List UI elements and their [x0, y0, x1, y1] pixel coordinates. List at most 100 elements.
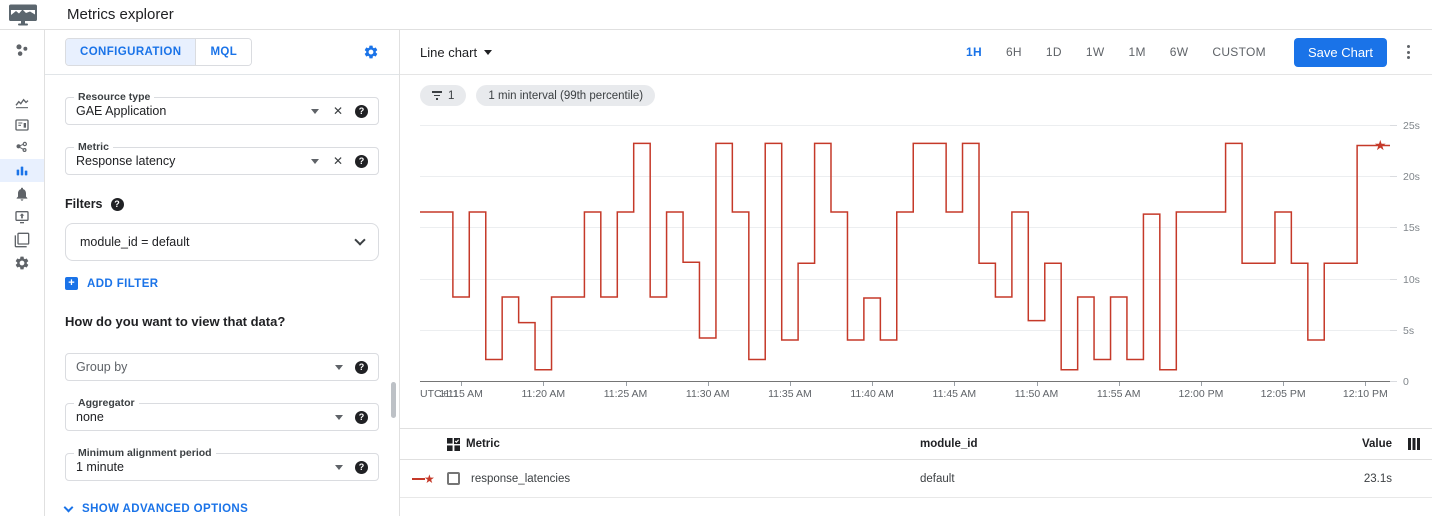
dropdown-caret-icon[interactable]: [310, 158, 319, 164]
group-by-select[interactable]: Group by ?: [65, 353, 379, 381]
range-button-1w[interactable]: 1W: [1085, 45, 1105, 59]
show-advanced-options-button[interactable]: SHOW ADVANCED OPTIONS: [63, 502, 379, 515]
series-checkbox[interactable]: [447, 472, 460, 485]
legend-table-row[interactable]: ★ response_latencies default 23.1s: [400, 460, 1432, 498]
gridline-0: [420, 381, 1390, 382]
nav-settings[interactable]: [0, 251, 44, 274]
min-alignment-period-label: Minimum alignment period: [74, 447, 216, 459]
aggregator-value: none: [76, 410, 104, 424]
series-metric-name: response_latencies: [471, 472, 571, 485]
nav-uptime-checks[interactable]: [0, 205, 44, 228]
legend-table-header: Metric module_id Value: [400, 428, 1432, 460]
x-axis-tick-label: 11:35 AM: [768, 388, 812, 400]
filter-count-chip[interactable]: 1: [420, 85, 467, 106]
columns-settings-icon[interactable]: [1408, 438, 1420, 450]
range-button-6h[interactable]: 6H: [1005, 45, 1022, 59]
metric-label: Metric: [74, 141, 113, 153]
y-axis-labels: 25s 20s 15s 10s 5s 0: [1390, 116, 1432, 388]
metric-select[interactable]: Metric Response latency ✕ ?: [65, 141, 379, 175]
interval-chip-label: 1 min interval (99th percentile): [488, 89, 644, 102]
min-alignment-period-select[interactable]: Minimum alignment period 1 minute ?: [65, 447, 379, 481]
gridline-5s: [420, 329, 1390, 331]
y-axis-tick-label: 15s: [1403, 222, 1420, 235]
gear-icon: [364, 45, 378, 59]
x-axis-tick-label: 11:40 AM: [850, 388, 894, 400]
aggregator-select[interactable]: Aggregator none ?: [65, 397, 379, 431]
configuration-header: CONFIGURATION MQL: [45, 30, 399, 75]
series-value: 23.1s: [1363, 472, 1392, 485]
tab-mql[interactable]: MQL: [195, 39, 252, 65]
dropdown-caret-icon[interactable]: [310, 108, 319, 114]
dropdown-caret-icon[interactable]: [335, 464, 343, 470]
page-title: Metrics explorer: [67, 6, 174, 23]
x-axis-tick-label: 12:05 PM: [1260, 388, 1306, 400]
help-icon[interactable]: ?: [355, 360, 368, 374]
x-axis-tick-label: 11:55 AM: [1096, 388, 1141, 400]
nav-monitoring-overview[interactable]: [0, 38, 44, 64]
gridline-15s: [420, 227, 1390, 229]
x-axis-tick-label: 11:15 AM: [439, 388, 483, 400]
column-header-metric[interactable]: Metric: [466, 438, 500, 450]
help-icon[interactable]: ?: [355, 104, 368, 118]
monitor-chart-icon: [9, 4, 37, 25]
column-header-value[interactable]: Value: [1361, 438, 1392, 450]
clear-icon[interactable]: ✕: [332, 154, 343, 168]
trend-chart-icon: [15, 98, 29, 108]
gear-icon: [15, 256, 29, 269]
nav-alerting[interactable]: [0, 182, 44, 205]
table-grid-check-icon[interactable]: [447, 437, 460, 451]
config-tab-group: CONFIGURATION MQL: [65, 38, 253, 66]
series-legend-icon: ★: [412, 473, 438, 485]
gridline-10s: [420, 278, 1390, 280]
nav-groups[interactable]: [0, 228, 44, 251]
filter-lines-icon: [432, 91, 442, 100]
config-scrollbar-thumb[interactable]: [391, 382, 396, 418]
range-button-1d[interactable]: 1D: [1045, 45, 1062, 59]
range-button-custom[interactable]: CUSTOM: [1212, 45, 1266, 59]
help-icon[interactable]: ?: [110, 197, 124, 211]
help-icon[interactable]: ?: [355, 460, 368, 474]
x-axis-tick-label: 11:30 AM: [685, 388, 730, 400]
help-icon[interactable]: ?: [355, 154, 368, 168]
chart-type-dropdown[interactable]: Line chart: [420, 44, 493, 60]
monitoring-product-icon[interactable]: [0, 4, 46, 26]
chart-chips-row: 1 1 min interval (99th percentile): [400, 75, 1432, 110]
app-bar: Metrics explorer: [0, 0, 1432, 30]
clear-icon[interactable]: ✕: [332, 104, 343, 118]
nav-services[interactable]: [0, 136, 44, 159]
dropdown-caret-icon[interactable]: [335, 414, 343, 420]
dropdown-caret-icon[interactable]: [335, 364, 343, 370]
nav-metrics-explorer[interactable]: [0, 159, 44, 182]
more-options-kebab-icon[interactable]: [1399, 41, 1418, 63]
gridline-25s: [420, 125, 1390, 126]
tab-configuration[interactable]: CONFIGURATION: [66, 39, 196, 65]
interval-chip[interactable]: 1 min interval (99th percentile): [476, 85, 656, 106]
save-chart-button[interactable]: Save Chart: [1293, 37, 1387, 67]
add-filter-button[interactable]: + ADD FILTER: [65, 277, 379, 290]
filter-expander[interactable]: module_id = default: [65, 223, 379, 261]
column-header-module-id[interactable]: module_id: [920, 438, 978, 450]
chart-type-label: Line chart: [420, 44, 478, 60]
chevron-down-icon[interactable]: [354, 234, 366, 246]
filter-expression: module_id = default: [80, 235, 190, 249]
left-nav-rail: [0, 30, 45, 516]
range-button-1m[interactable]: 1M: [1128, 45, 1146, 59]
dropdown-caret-icon: [484, 49, 493, 55]
y-axis-tick-label: 5s: [1403, 324, 1415, 337]
chart-plot-area[interactable]: ★: [420, 116, 1390, 382]
resource-type-select[interactable]: Resource type GAE Application ✕ ?: [65, 91, 379, 125]
help-icon[interactable]: ?: [355, 410, 368, 424]
range-button-1h[interactable]: 1H: [966, 45, 982, 59]
latency-step-line: [420, 126, 1390, 382]
group-by-placeholder: Group by: [76, 360, 128, 374]
config-settings-button[interactable]: [363, 44, 379, 60]
x-axis-tick-label: 11:50 AM: [1014, 388, 1059, 400]
x-axis-tick-label: 11:45 AM: [932, 388, 977, 400]
show-advanced-options-label: SHOW ADVANCED OPTIONS: [82, 503, 249, 515]
y-axis-tick-label: 25s: [1403, 120, 1420, 132]
nav-dashboards[interactable]: [0, 113, 44, 136]
range-button-6w[interactable]: 6W: [1169, 45, 1189, 59]
nav-metrics[interactable]: [0, 90, 44, 113]
chart-toolbar: Line chart 1H 6H 1D 1W 1M 6W CUSTOM Save…: [400, 30, 1432, 75]
legend-table: Metric module_id Value: [400, 428, 1432, 498]
